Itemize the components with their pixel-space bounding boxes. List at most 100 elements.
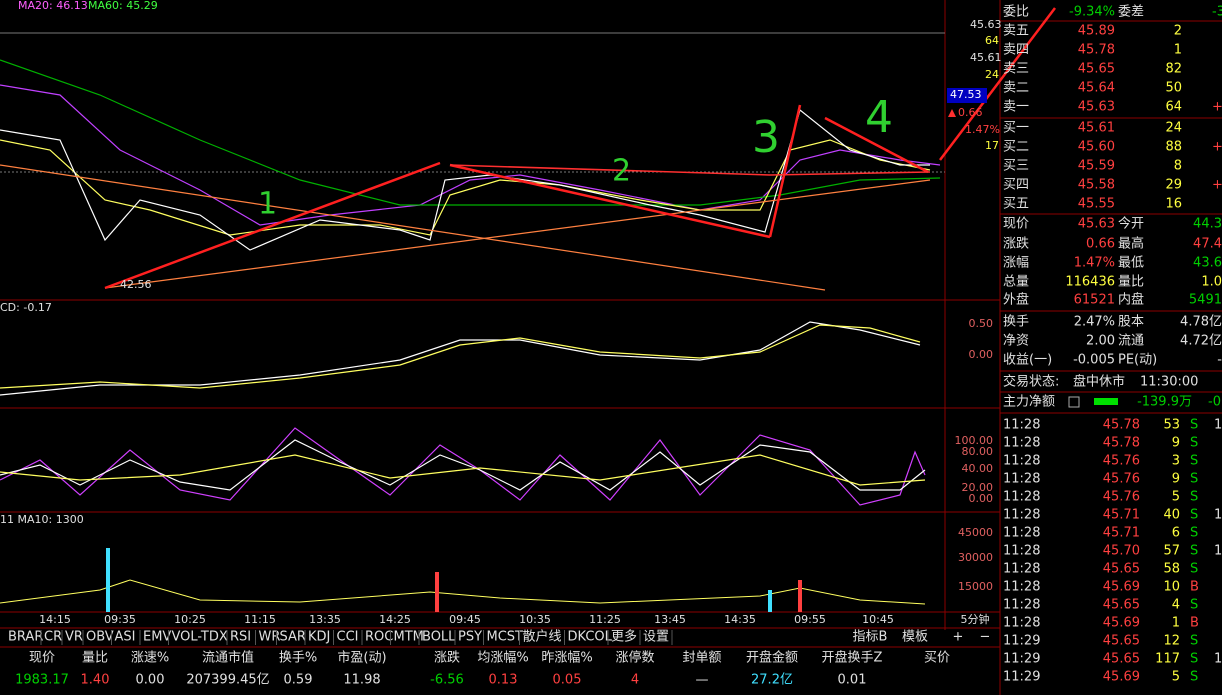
price-label: 1.47% — [965, 123, 1000, 136]
stat-header: 均涨幅% — [477, 651, 528, 666]
ma60-legend: MA60: 45.29 — [88, 0, 158, 12]
period-label: 5分钟 — [961, 612, 990, 626]
stat-value: 0.59 — [284, 673, 313, 688]
quote-label: 股本 — [1118, 315, 1144, 330]
annotation: 2 — [612, 154, 631, 189]
price-label: 0.66 — [958, 106, 983, 119]
book-volume: 24 — [1165, 121, 1182, 136]
stat-header: 涨速% — [131, 651, 169, 666]
tab-button[interactable]: 模板 — [902, 630, 928, 645]
indicator-tab[interactable]: OBV — [86, 630, 114, 645]
trade-time: 11:28 — [1003, 508, 1040, 523]
trade-time: 11:28 — [1003, 598, 1040, 613]
volume-tick: 45000 — [958, 526, 993, 539]
price-label: 45.63 — [970, 18, 1002, 31]
book-label: 买四 — [1003, 178, 1029, 193]
trade-volume: 58 — [1163, 562, 1180, 577]
price-badge — [947, 88, 987, 103]
trade-extra: 1 — [1214, 508, 1222, 523]
quote-label: 涨跌 — [1003, 236, 1029, 252]
indicator-tab[interactable]: 散户线 — [523, 629, 562, 645]
book-price: 45.89 — [1078, 24, 1115, 39]
indicator-tab[interactable]: CR — [44, 630, 62, 645]
stat-value: -6.56 — [430, 673, 464, 688]
book-price: 45.64 — [1078, 81, 1115, 96]
force-bar — [1094, 398, 1118, 405]
trade-price: 45.71 — [1103, 508, 1140, 523]
stat-value: 4 — [631, 673, 639, 688]
trade-volume: 5 — [1172, 490, 1180, 505]
indicator-tab[interactable]: CCI — [337, 630, 359, 645]
indicator-tab[interactable]: BRAR — [8, 630, 43, 645]
tab-button[interactable]: − — [980, 630, 991, 645]
trade-time: 11:28 — [1003, 616, 1040, 631]
quote-value: 2.47% — [1074, 315, 1115, 330]
book-volume: 1 — [1174, 43, 1182, 58]
quote-label: 最低 — [1118, 256, 1144, 271]
book-price: 45.60 — [1078, 140, 1115, 155]
quote-label: PE(动) — [1118, 353, 1157, 368]
quote-label: 流通 — [1118, 334, 1144, 349]
force-extra: -0 — [1208, 395, 1221, 410]
book-price: 45.65 — [1078, 62, 1115, 77]
indicator-tab[interactable]: RSI — [230, 630, 251, 645]
time-label: 11:15 — [244, 613, 276, 626]
stat-value: 0.13 — [489, 673, 518, 688]
trade-volume: 4 — [1172, 598, 1180, 613]
status-time: 11:30:00 — [1140, 375, 1198, 390]
indicator-tab[interactable]: BOLL — [422, 630, 456, 645]
book-label: 卖二 — [1003, 81, 1029, 96]
trade-price: 45.69 — [1103, 670, 1140, 685]
book-price: 45.58 — [1078, 178, 1115, 193]
stat-header: 市盈(动) — [337, 650, 386, 666]
quote-label: 总量 — [1003, 275, 1029, 290]
indicator-tab[interactable]: WR — [259, 630, 281, 645]
book-volume: 50 — [1165, 81, 1182, 96]
indicator-tab[interactable]: SAR — [280, 630, 306, 645]
quote-value: 2.00 — [1086, 334, 1115, 349]
stat-header: 昨涨幅% — [541, 651, 592, 666]
volume-tick: 30000 — [958, 551, 993, 564]
tab-button[interactable]: 指标B — [853, 630, 888, 645]
indicator-tab[interactable]: VR — [65, 630, 83, 645]
indicator-tab[interactable]: VOL-TDX — [172, 630, 228, 645]
trade-price: 45.65 — [1103, 634, 1140, 649]
stat-header: 流通市值 — [202, 650, 254, 666]
diff-label: 委差 — [1118, 5, 1144, 20]
indicator-tab[interactable]: KDJ — [308, 630, 330, 645]
time-label: 13:45 — [654, 613, 686, 626]
price-label: 17 — [985, 139, 999, 152]
tab-button[interactable]: + — [953, 630, 964, 645]
trade-volume: 117 — [1155, 652, 1180, 667]
indicator-tab[interactable]: MTM — [394, 630, 424, 645]
force-label: 主力净额 — [1003, 395, 1055, 410]
ratio-value: -9.34% — [1069, 5, 1115, 20]
ma20-legend: MA20: 46.13 — [18, 0, 88, 12]
indicator-tab[interactable]: ASI — [115, 630, 136, 645]
time-label: 09:45 — [449, 613, 481, 626]
quote-label: 量比 — [1118, 275, 1144, 290]
quote-label: 现价 — [1003, 217, 1029, 232]
indicator-tab[interactable]: DKCOL — [568, 630, 613, 645]
indicator-tab[interactable]: PSY — [458, 630, 482, 645]
indicator-tab[interactable]: 设置 — [643, 630, 669, 645]
macd-tick: 0.50 — [969, 317, 994, 330]
indicator-tab[interactable]: ROC — [365, 630, 393, 645]
indicator-tab[interactable]: MCST — [487, 630, 524, 645]
quote-value: 116436 — [1065, 275, 1115, 290]
book-label: 卖一 — [1003, 100, 1029, 115]
trade-volume: 57 — [1163, 544, 1180, 559]
time-label: 09:35 — [104, 613, 136, 626]
price-label: 45.61 — [970, 51, 1002, 64]
stat-header: 涨停数 — [615, 650, 654, 666]
indicator-tab[interactable]: 更多 — [611, 629, 637, 645]
annotation: 4 — [865, 92, 893, 143]
trade-time: 11:28 — [1003, 544, 1040, 559]
trade-time: 11:28 — [1003, 526, 1040, 541]
trade-price: 45.65 — [1103, 652, 1140, 667]
indicator-tab[interactable]: EMV — [143, 630, 171, 645]
trend-arrows — [104, 7, 1056, 290]
book-volume: 16 — [1165, 197, 1182, 212]
price-label: 64 — [985, 34, 999, 47]
